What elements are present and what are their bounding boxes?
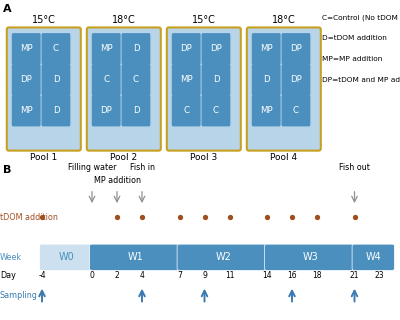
Text: -4: -4 xyxy=(38,271,46,280)
Text: Pool 3: Pool 3 xyxy=(190,154,218,163)
Text: 14: 14 xyxy=(262,271,272,280)
FancyBboxPatch shape xyxy=(282,64,310,95)
FancyBboxPatch shape xyxy=(12,95,41,126)
FancyBboxPatch shape xyxy=(12,33,41,65)
Text: Sampling: Sampling xyxy=(0,291,38,300)
FancyBboxPatch shape xyxy=(252,33,280,65)
Text: 9: 9 xyxy=(202,271,207,280)
FancyBboxPatch shape xyxy=(282,33,310,65)
FancyBboxPatch shape xyxy=(40,244,94,270)
Text: DP: DP xyxy=(100,106,112,115)
Text: DP=tDOM and MP addition: DP=tDOM and MP addition xyxy=(322,77,400,83)
Text: 18°C: 18°C xyxy=(272,15,296,25)
FancyBboxPatch shape xyxy=(177,244,270,270)
Text: Pool 2: Pool 2 xyxy=(110,154,137,163)
Text: 23: 23 xyxy=(375,271,384,280)
Text: C: C xyxy=(183,106,189,115)
Text: C: C xyxy=(103,75,109,84)
Text: D: D xyxy=(53,75,59,84)
Text: Pool 1: Pool 1 xyxy=(30,154,58,163)
FancyBboxPatch shape xyxy=(247,28,321,151)
Text: D: D xyxy=(133,44,139,53)
Text: W2: W2 xyxy=(215,252,231,262)
FancyBboxPatch shape xyxy=(92,64,121,95)
FancyBboxPatch shape xyxy=(172,64,200,95)
Text: 16: 16 xyxy=(287,271,297,280)
Text: C: C xyxy=(293,106,299,115)
Text: tDOM addition: tDOM addition xyxy=(0,213,58,222)
Text: 18°C: 18°C xyxy=(112,15,136,25)
FancyBboxPatch shape xyxy=(12,64,41,95)
FancyBboxPatch shape xyxy=(92,95,121,126)
FancyBboxPatch shape xyxy=(202,95,230,126)
Text: MP=MP addition: MP=MP addition xyxy=(322,56,382,62)
Text: Pool 4: Pool 4 xyxy=(270,154,297,163)
FancyBboxPatch shape xyxy=(202,64,230,95)
FancyBboxPatch shape xyxy=(42,33,70,65)
Text: C=Control (No tDOM or MP): C=Control (No tDOM or MP) xyxy=(322,14,400,20)
Text: C: C xyxy=(53,44,59,53)
Text: D=tDOM addition: D=tDOM addition xyxy=(322,35,387,41)
FancyBboxPatch shape xyxy=(122,95,150,126)
Text: D: D xyxy=(263,75,270,84)
FancyBboxPatch shape xyxy=(90,244,182,270)
Text: A: A xyxy=(3,4,12,14)
Text: B: B xyxy=(3,165,12,175)
Text: W0: W0 xyxy=(59,252,75,262)
Text: Day: Day xyxy=(0,271,16,280)
Text: 11: 11 xyxy=(225,271,234,280)
Text: D: D xyxy=(213,75,219,84)
Text: MP: MP xyxy=(100,44,112,53)
Text: DP: DP xyxy=(20,75,32,84)
FancyBboxPatch shape xyxy=(252,95,280,126)
FancyBboxPatch shape xyxy=(202,33,230,65)
Text: 21: 21 xyxy=(350,271,359,280)
FancyBboxPatch shape xyxy=(122,33,150,65)
Text: MP: MP xyxy=(20,106,32,115)
Text: W3: W3 xyxy=(303,252,319,262)
Text: 0: 0 xyxy=(90,271,94,280)
FancyBboxPatch shape xyxy=(282,95,310,126)
Text: 15°C: 15°C xyxy=(192,15,216,25)
FancyBboxPatch shape xyxy=(265,244,357,270)
FancyBboxPatch shape xyxy=(87,28,161,151)
FancyBboxPatch shape xyxy=(92,33,121,65)
FancyBboxPatch shape xyxy=(172,33,200,65)
Text: MP: MP xyxy=(260,44,272,53)
Text: 4: 4 xyxy=(140,271,144,280)
Text: W1: W1 xyxy=(128,252,144,262)
FancyBboxPatch shape xyxy=(167,28,241,151)
Text: 18: 18 xyxy=(312,271,322,280)
FancyBboxPatch shape xyxy=(42,64,70,95)
FancyBboxPatch shape xyxy=(352,244,394,270)
FancyBboxPatch shape xyxy=(42,95,70,126)
Text: 2: 2 xyxy=(115,271,119,280)
FancyBboxPatch shape xyxy=(252,64,280,95)
Text: DP: DP xyxy=(290,44,302,53)
Text: 7: 7 xyxy=(177,271,182,280)
FancyBboxPatch shape xyxy=(172,95,200,126)
Text: D: D xyxy=(53,106,59,115)
Text: DP: DP xyxy=(290,75,302,84)
Text: C: C xyxy=(213,106,219,115)
Text: Fish in: Fish in xyxy=(130,163,154,172)
Text: D: D xyxy=(133,106,139,115)
Text: DP: DP xyxy=(210,44,222,53)
Text: 15°C: 15°C xyxy=(32,15,56,25)
Text: MP: MP xyxy=(180,75,192,84)
Text: DP: DP xyxy=(180,44,192,53)
FancyBboxPatch shape xyxy=(7,28,81,151)
Text: W4: W4 xyxy=(365,252,381,262)
Text: Fish out: Fish out xyxy=(339,163,370,172)
Text: Week: Week xyxy=(0,253,22,262)
Text: C: C xyxy=(133,75,139,84)
FancyBboxPatch shape xyxy=(122,64,150,95)
Text: MP: MP xyxy=(260,106,272,115)
Text: Filling water: Filling water xyxy=(68,163,116,172)
Text: MP: MP xyxy=(20,44,32,53)
Text: MP addition: MP addition xyxy=(94,176,140,185)
